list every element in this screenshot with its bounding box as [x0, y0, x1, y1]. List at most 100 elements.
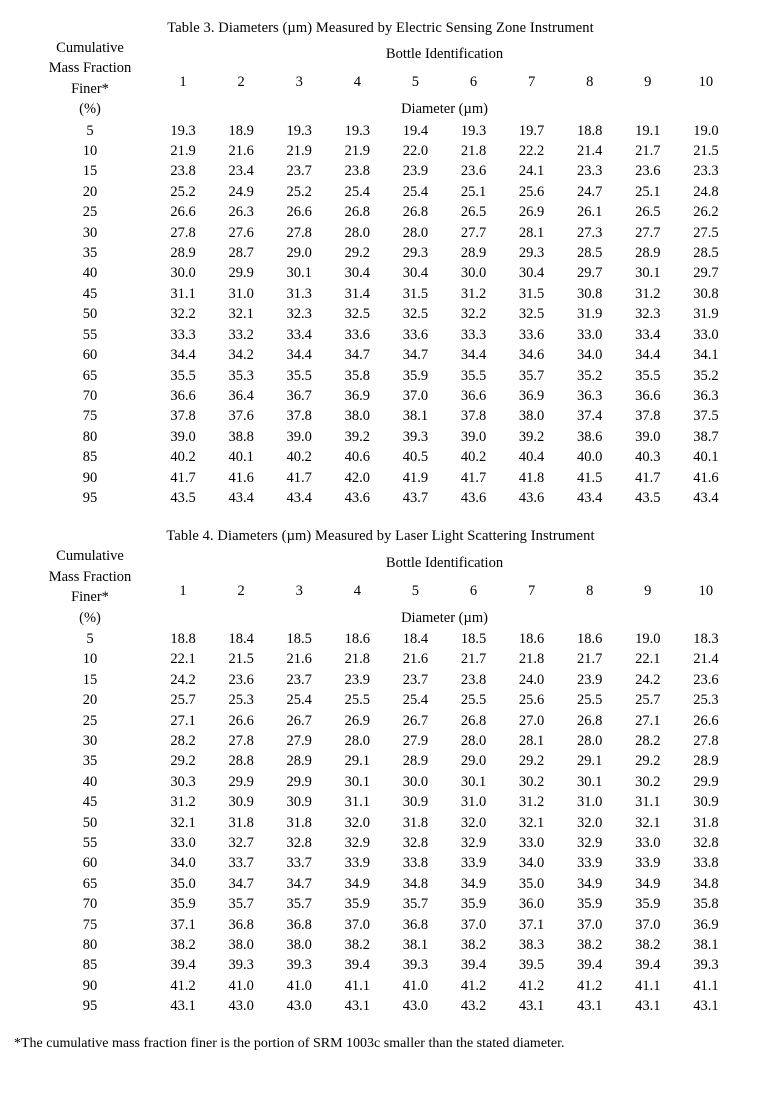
data-cell: 39.2	[518, 428, 545, 445]
data-cell: 33.6	[518, 326, 545, 343]
data-cell: 37.0	[344, 916, 371, 933]
data-cell: 38.3	[518, 937, 545, 954]
data-cell: 41.5	[577, 469, 603, 486]
table-4-unit-header: Diameter (µm)	[401, 609, 488, 626]
row-label-cell: 55	[82, 835, 98, 852]
data-cell: 38.2	[344, 937, 371, 954]
data-cell: 34.9	[460, 875, 487, 892]
data-cell: 29.7	[577, 265, 603, 282]
data-cell: 31.1	[170, 285, 196, 302]
row-label-cell: 85	[82, 957, 98, 974]
data-cell: 22.1	[635, 651, 661, 668]
data-cell: 29.2	[518, 753, 545, 770]
data-cell: 39.3	[286, 957, 312, 974]
data-cell: 26.9	[518, 204, 545, 221]
data-cell: 39.3	[402, 428, 429, 445]
data-cell: 33.4	[286, 326, 312, 343]
data-cell: 26.8	[402, 204, 429, 221]
data-cell: 30.1	[577, 773, 603, 790]
data-cell: 34.8	[402, 875, 429, 892]
table-row: 10 22.1 21.5 21.6 21.8 21.6 21.7 21.8 21.7 22.1 21…	[26, 649, 735, 669]
stub-line-2: Mass Fraction	[48, 60, 132, 77]
row-label-cell: 10	[82, 143, 98, 160]
data-cell: 25.4	[402, 183, 429, 200]
data-cell: 25.7	[170, 692, 196, 709]
data-cell: 33.2	[228, 326, 254, 343]
row-label-cell: 95	[82, 998, 98, 1015]
data-cell: 23.9	[344, 671, 371, 688]
data-cell: 19.4	[402, 122, 429, 139]
data-cell: 38.0	[344, 408, 371, 425]
data-cell: 37.8	[635, 408, 661, 425]
data-cell: 27.5	[693, 224, 719, 241]
data-cell: 38.2	[170, 937, 196, 954]
data-cell: 40.3	[635, 449, 661, 466]
data-cell: 40.1	[693, 449, 719, 466]
row-label-cell: 20	[82, 692, 98, 709]
data-cell: 38.2	[460, 937, 487, 954]
data-cell: 29.0	[460, 753, 487, 770]
data-cell: 38.1	[402, 408, 429, 425]
data-cell: 40.2	[170, 449, 196, 466]
data-cell: 26.5	[460, 204, 487, 221]
data-cell: 40.5	[402, 449, 429, 466]
table-row: 60 34.4 34.2 34.4 34.7 34.7 34.4 34.6 34.0 34.4 34…	[26, 345, 735, 365]
table-row: 30 27.8 27.6 27.8 28.0 28.0 27.7 28.1 27.3 27.7 27…	[26, 223, 735, 243]
data-cell: 28.5	[577, 245, 603, 262]
data-cell: 23.6	[635, 163, 661, 180]
table-row: 40 30.3 29.9 29.9 30.1 30.0 30.1 30.2 30.1 30.2 29…	[26, 772, 735, 792]
data-cell: 23.6	[460, 163, 487, 180]
data-cell: 27.0	[518, 712, 545, 729]
data-cell: 37.0	[402, 387, 429, 404]
data-cell: 30.1	[635, 265, 661, 282]
data-cell: 28.0	[577, 733, 603, 749]
data-cell: 37.4	[577, 408, 603, 425]
table-4-header: Cumulative Mass Fraction Finer* (%) Bott…	[26, 545, 735, 629]
table-4-group-header: Bottle Identification	[385, 554, 504, 571]
table-row: 45 31.1 31.0 31.3 31.4 31.5 31.2 31.5 30.8 31.2 30…	[26, 284, 735, 304]
data-cell: 29.2	[635, 753, 661, 770]
row-label-cell: 80	[82, 937, 98, 954]
data-cell: 29.9	[693, 773, 719, 790]
data-cell: 26.7	[286, 712, 312, 729]
data-cell: 32.0	[460, 814, 487, 831]
data-cell: 23.8	[460, 671, 487, 688]
table-row: 20 25.2 24.9 25.2 25.4 25.4 25.1 25.6 24.7 25.1 24…	[26, 182, 735, 202]
data-cell: 31.5	[402, 285, 429, 302]
data-cell: 33.0	[693, 326, 719, 343]
data-cell: 21.6	[402, 651, 429, 668]
data-cell: 28.2	[635, 733, 661, 749]
data-cell: 26.6	[693, 712, 719, 729]
data-cell: 22.2	[518, 143, 545, 160]
data-cell: 33.8	[402, 855, 429, 872]
data-cell: 33.3	[170, 326, 196, 343]
data-cell: 21.8	[344, 651, 371, 668]
data-cell: 43.7	[402, 489, 429, 506]
data-cell: 35.8	[344, 367, 371, 384]
stub-line-3: Finer*	[71, 80, 109, 97]
data-cell: 28.9	[286, 753, 312, 770]
data-cell: 41.1	[693, 977, 719, 994]
data-cell: 41.2	[170, 977, 196, 994]
data-cell: 35.9	[577, 896, 603, 913]
data-cell: 26.3	[228, 204, 254, 221]
data-cell: 19.7	[518, 122, 545, 139]
data-cell: 39.5	[518, 957, 545, 974]
table-row: 90 41.7 41.6 41.7 42.0 41.9 41.7 41.8 41.5 41.7 41…	[26, 468, 735, 488]
data-cell: 21.7	[460, 651, 487, 668]
data-cell: 29.1	[577, 753, 603, 770]
data-cell: 43.0	[228, 998, 254, 1015]
data-cell: 33.9	[635, 855, 661, 872]
data-cell: 32.9	[344, 835, 371, 852]
row-label-cell: 40	[82, 265, 98, 282]
data-cell: 43.4	[693, 489, 719, 506]
data-cell: 28.1	[518, 733, 545, 749]
data-cell: 43.5	[170, 489, 196, 506]
data-cell: 27.9	[286, 733, 312, 749]
data-cell: 37.0	[577, 916, 603, 933]
data-cell: 21.4	[577, 143, 603, 160]
data-cell: 22.1	[170, 651, 196, 668]
data-cell: 33.0	[518, 835, 545, 852]
data-cell: 25.2	[170, 183, 196, 200]
data-cell: 26.8	[577, 712, 603, 729]
